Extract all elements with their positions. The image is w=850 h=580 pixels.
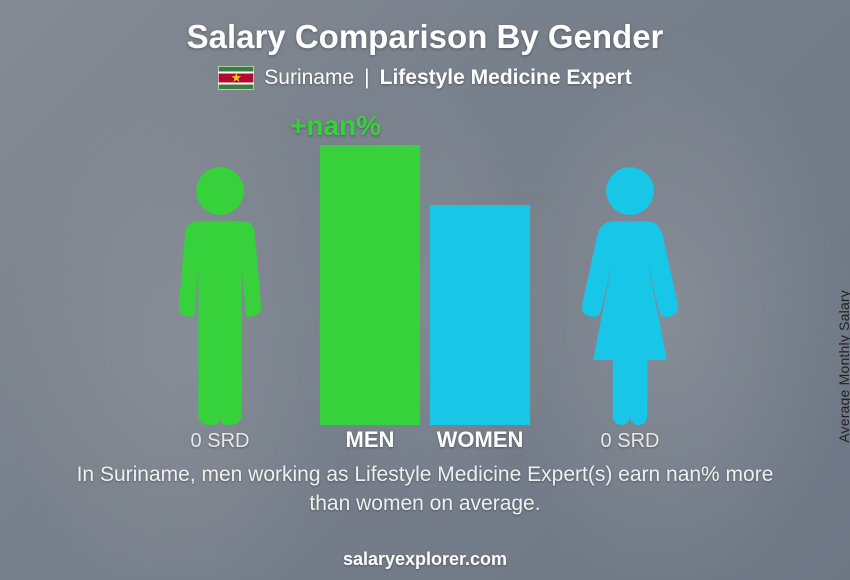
women-bar [430, 205, 530, 425]
caption-text: In Suriname, men working as Lifestyle Me… [0, 460, 850, 519]
content-layer: Salary Comparison By Gender Suriname | L… [0, 0, 850, 580]
separator: | [364, 66, 369, 90]
woman-icon [575, 165, 685, 425]
percent-difference-label: +nan% [290, 110, 381, 142]
men-bar [320, 145, 420, 425]
women-bar-label: WOMEN [425, 427, 535, 453]
subtitle-row: Suriname | Lifestyle Medicine Expert [0, 66, 850, 90]
suriname-flag-icon [218, 66, 254, 90]
y-axis-label: Average Monthly Salary [836, 290, 850, 443]
women-value-label: 0 SRD [575, 430, 685, 453]
men-value-label: 0 SRD [165, 430, 275, 453]
job-title-label: Lifestyle Medicine Expert [380, 66, 632, 90]
country-label: Suriname [264, 66, 354, 90]
page-title: Salary Comparison By Gender [0, 0, 850, 56]
men-bar-label: MEN [315, 427, 425, 453]
footer-source: salaryexplorer.com [0, 549, 850, 570]
man-icon [165, 165, 275, 425]
chart-area: +nan% 0 SRD MEN WOMEN 0 SRD [0, 110, 850, 450]
